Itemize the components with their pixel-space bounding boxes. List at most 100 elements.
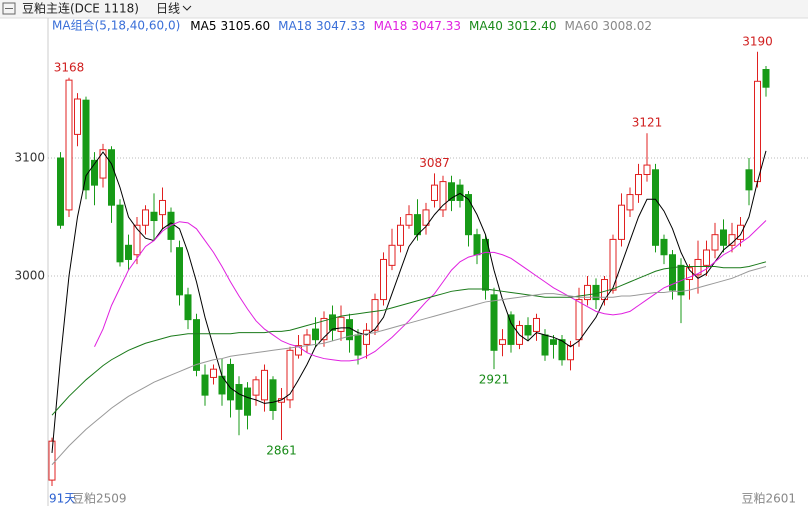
- extreme-label: 3168: [54, 60, 85, 74]
- candle-body: [422, 209, 430, 226]
- x-label: 豆粕2601: [741, 491, 796, 506]
- candle-body: [609, 238, 617, 291]
- candle-body: [703, 249, 710, 266]
- candle-body: [201, 374, 209, 396]
- ma-line: [51, 150, 767, 453]
- candle-body: [567, 345, 574, 361]
- dropdown-chevron[interactable]: [182, 5, 192, 11]
- legend-name: MA18: [374, 19, 408, 33]
- candle-body: [295, 345, 302, 356]
- candle-body: [720, 229, 727, 246]
- extreme-label: 3121: [632, 116, 663, 130]
- candle-body: [329, 314, 336, 331]
- legend-value: 3008.02: [602, 19, 652, 33]
- candle-body: [142, 209, 149, 226]
- candle-body: [677, 264, 685, 296]
- candle-body: [431, 184, 438, 201]
- candle-body: [414, 214, 421, 236]
- candle-body: [227, 363, 234, 401]
- candle-body: [125, 244, 132, 260]
- candle-body: [643, 164, 651, 176]
- candle-body: [244, 387, 251, 416]
- candle-body: [99, 149, 107, 179]
- candle-body: [652, 169, 659, 246]
- candle-body: [541, 334, 549, 356]
- indicator-label[interactable]: MA组合(5,18,40,60,0): [52, 18, 180, 33]
- candle-body: [482, 238, 489, 291]
- candle-body: [660, 238, 668, 256]
- candle-body: [439, 181, 447, 211]
- candle-body: [490, 294, 498, 351]
- legend-value: 3047.33: [316, 19, 366, 33]
- x-label: 豆粕2509: [72, 491, 127, 506]
- legend-value: 3012.40: [507, 19, 557, 33]
- header-bar: [0, 0, 808, 18]
- candle-body: [473, 234, 481, 256]
- y-tick-label: 3000: [14, 268, 45, 282]
- legend-item: MA18 3047.33: [278, 19, 365, 33]
- candle-body: [354, 334, 362, 356]
- candle-body: [303, 334, 311, 345]
- candle-body: [618, 204, 625, 240]
- candle-body: [728, 234, 736, 246]
- candle-body: [694, 258, 702, 276]
- extreme-label: 3087: [419, 156, 450, 170]
- candle-body: [448, 182, 455, 201]
- candle-body: [252, 379, 260, 396]
- extreme-label: 2861: [266, 443, 297, 457]
- ma-line: [51, 261, 767, 416]
- extreme-label: 2921: [479, 373, 510, 387]
- candle-body: [456, 184, 464, 201]
- candle-body: [737, 224, 744, 240]
- x-label: 91天: [49, 492, 76, 506]
- legend-name: MA40: [469, 19, 503, 33]
- candle-body: [312, 328, 319, 341]
- extreme-label: 3190: [742, 34, 773, 48]
- candle-body: [575, 299, 583, 341]
- candle-body: [397, 224, 404, 246]
- candle-body: [507, 314, 515, 345]
- candle-body: [405, 214, 413, 226]
- candle-body: [388, 244, 396, 266]
- candle-body: [626, 194, 634, 211]
- candle-body: [584, 284, 591, 301]
- legend-value: 3047.33: [411, 19, 461, 33]
- candle-body: [235, 384, 243, 410]
- legend-item: MA5 3105.60: [190, 19, 270, 33]
- candle-body: [184, 294, 192, 321]
- candle-body: [363, 329, 370, 345]
- period[interactable]: 日线: [156, 2, 180, 16]
- menu-icon[interactable]: [2, 2, 16, 15]
- candle-body: [465, 194, 472, 236]
- candle-body: [558, 339, 566, 361]
- candle-body: [116, 204, 124, 263]
- candle-body: [48, 440, 56, 481]
- legend-value: 3105.60: [220, 19, 270, 33]
- symbol[interactable]: 豆粕主连(DCE 1118): [22, 1, 139, 16]
- ma-line: [94, 220, 767, 362]
- legend-name: MA60: [565, 19, 599, 33]
- candle-body: [91, 159, 98, 186]
- legend-name: MA5: [190, 19, 216, 33]
- candle-body: [320, 317, 328, 341]
- candle-body: [193, 319, 200, 371]
- candle-body: [150, 211, 158, 222]
- legend-item: MA18 3047.33: [374, 19, 461, 33]
- candle-body: [371, 299, 379, 331]
- candle-body: [65, 79, 73, 211]
- candle-body: [176, 247, 183, 296]
- candle-body: [711, 234, 719, 251]
- legend-name: MA18: [278, 19, 312, 33]
- legend-item: MA60 3008.02: [565, 19, 652, 33]
- candle-body: [754, 80, 761, 183]
- ma-line: [51, 266, 767, 466]
- candle-body: [524, 325, 532, 336]
- candle-body: [762, 69, 770, 88]
- candle-body: [210, 368, 217, 378]
- candle-body: [337, 316, 345, 332]
- candle-body: [108, 149, 115, 206]
- candle-body: [669, 254, 676, 291]
- candle-body: [635, 174, 642, 196]
